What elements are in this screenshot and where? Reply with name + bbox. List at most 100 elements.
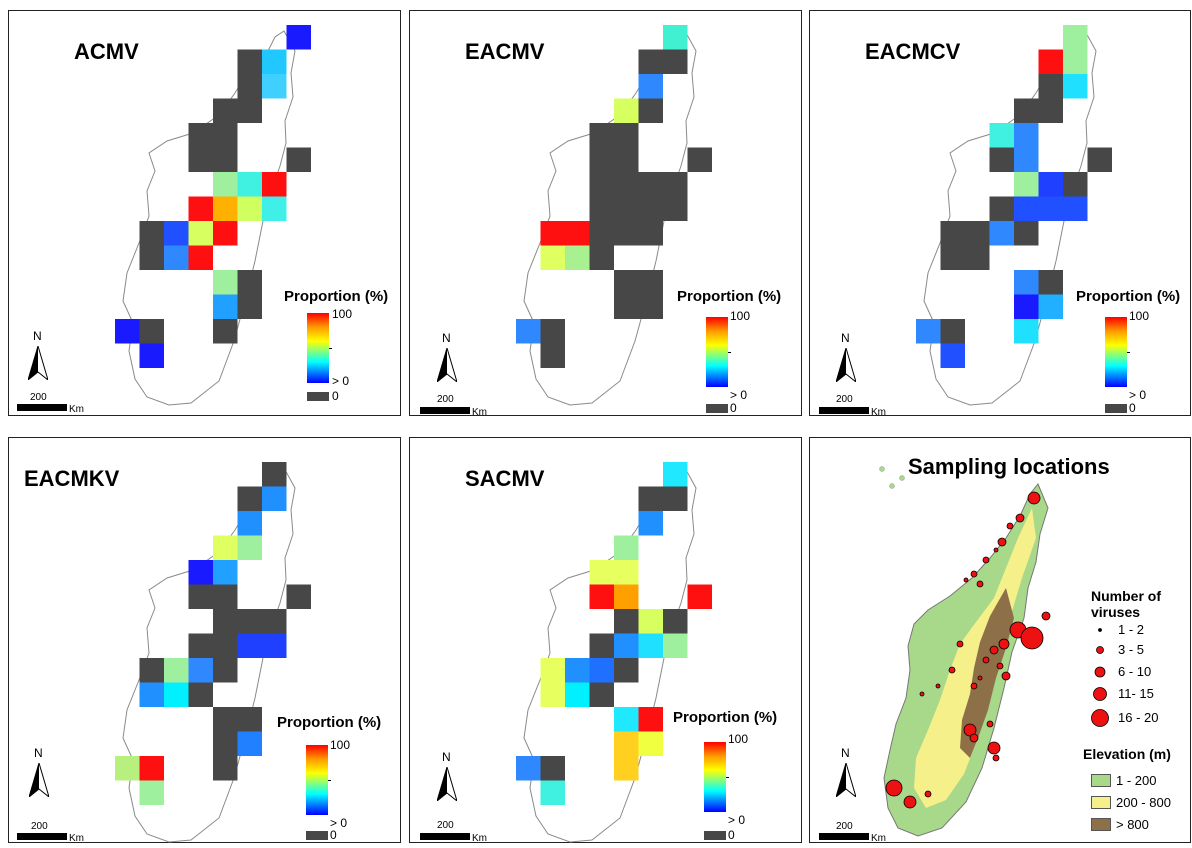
scale-value: 200 — [30, 392, 47, 403]
size-legend-label: 16 - 20 — [1118, 710, 1159, 725]
grid-cell — [237, 535, 262, 560]
scale-unit: Km — [472, 833, 487, 844]
grid-cell — [540, 221, 565, 246]
legend-gradient — [706, 317, 728, 387]
sampling-site-marker — [963, 577, 969, 583]
sampling-site-marker — [986, 720, 994, 728]
grid-cell — [638, 609, 663, 634]
grid-cell — [638, 172, 663, 197]
grid-cell — [139, 221, 164, 246]
grid-cell — [262, 172, 287, 197]
north-label: N — [841, 331, 850, 345]
sampling-site-marker — [948, 666, 956, 674]
legend-zero-swatch — [706, 404, 728, 413]
grid-cell — [614, 756, 639, 781]
grid-cell — [516, 319, 541, 344]
sampling-site-marker — [992, 754, 1000, 762]
scale-unit: Km — [69, 833, 84, 844]
elevation-legend-label: > 800 — [1116, 817, 1149, 832]
size-legend-label: 3 - 5 — [1118, 642, 1145, 657]
grid-cell — [638, 221, 663, 246]
grid-cell — [638, 270, 663, 295]
grid-cell — [940, 245, 965, 270]
grid-cell — [989, 123, 1014, 148]
sampling-site-marker — [976, 580, 984, 588]
grid-cell — [663, 633, 688, 658]
sampling-site-marker — [1041, 611, 1051, 621]
elevation-legend-swatch — [1091, 774, 1111, 787]
grid-cell — [638, 196, 663, 221]
legend-zero-swatch — [1105, 404, 1127, 413]
grid-map — [916, 25, 1112, 406]
grid-cell — [213, 609, 238, 634]
grid-cell — [237, 172, 262, 197]
legend-min-label: > 0 — [1129, 388, 1147, 402]
north-label: N — [841, 746, 850, 760]
grid-cell — [1038, 294, 1063, 319]
size-legend-title: Number of viruses — [1091, 588, 1161, 620]
grid-cell — [614, 147, 639, 172]
grid-cell — [1063, 172, 1088, 197]
grid-cell — [516, 756, 541, 781]
north-label: N — [33, 329, 42, 343]
scale-value: 200 — [836, 394, 853, 405]
grid-cell — [540, 319, 565, 344]
grid-cell — [1087, 147, 1112, 172]
grid-cell — [188, 123, 213, 148]
grid-cell — [1038, 172, 1063, 197]
map-panel-acmv: ACMV Proportion (%) 100 > 0 0 N 200 Km — [8, 10, 401, 416]
grid-cell — [1014, 98, 1039, 123]
scale-unit: Km — [871, 833, 886, 844]
grid-cell — [663, 462, 688, 487]
elevation-legend-label: 1 - 200 — [1116, 773, 1157, 788]
grid-cell — [589, 123, 614, 148]
grid-cell — [164, 245, 189, 270]
legend-zero-swatch — [307, 392, 329, 401]
sampling-site-marker — [1001, 671, 1011, 681]
sampling-site-marker — [1020, 626, 1044, 650]
scale-unit: Km — [472, 407, 487, 418]
grid-cell — [589, 658, 614, 683]
grid-cell — [638, 731, 663, 756]
scale-bar — [17, 404, 67, 411]
scale-value: 200 — [836, 821, 853, 832]
grid-cell — [638, 74, 663, 99]
elevation-map — [879, 466, 1109, 837]
grid-cell — [286, 147, 311, 172]
size-legend-label: 6 - 10 — [1118, 664, 1152, 679]
grid-cell — [687, 584, 712, 609]
elevation-legend-title: Elevation (m) — [1083, 746, 1171, 762]
grid-cell — [1063, 25, 1088, 50]
sampling-site-marker — [970, 682, 978, 690]
grid-cell — [589, 560, 614, 585]
grid-cell — [115, 319, 140, 344]
scale-value: 200 — [31, 821, 48, 832]
elevation-midland — [914, 508, 1036, 808]
grid-cell — [213, 633, 238, 658]
grid-cell — [940, 319, 965, 344]
grid-cell — [1038, 270, 1063, 295]
scale-bar — [420, 833, 470, 840]
grid-cell — [540, 343, 565, 368]
grid-cell — [663, 49, 688, 74]
sampling-site-marker — [970, 570, 978, 578]
legend-min-label: > 0 — [730, 388, 748, 402]
grid-cell — [614, 123, 639, 148]
grid-cell — [989, 147, 1014, 172]
sampling-site-marker — [903, 795, 917, 809]
grid-cell — [614, 196, 639, 221]
grid-cell — [614, 270, 639, 295]
grid-cell — [164, 221, 189, 246]
panel-title: EACMCV — [865, 39, 961, 64]
grid-cell — [965, 221, 990, 246]
sampling-site-marker — [924, 790, 932, 798]
north-label: N — [442, 331, 451, 345]
grid-cell — [540, 682, 565, 707]
grid-cell — [188, 633, 213, 658]
scale-value: 200 — [437, 394, 454, 405]
grid-cell — [540, 756, 565, 781]
grid-cell — [213, 707, 238, 732]
legend-gradient — [704, 742, 726, 812]
size-legend-marker — [1091, 709, 1109, 727]
grid-cell — [188, 245, 213, 270]
